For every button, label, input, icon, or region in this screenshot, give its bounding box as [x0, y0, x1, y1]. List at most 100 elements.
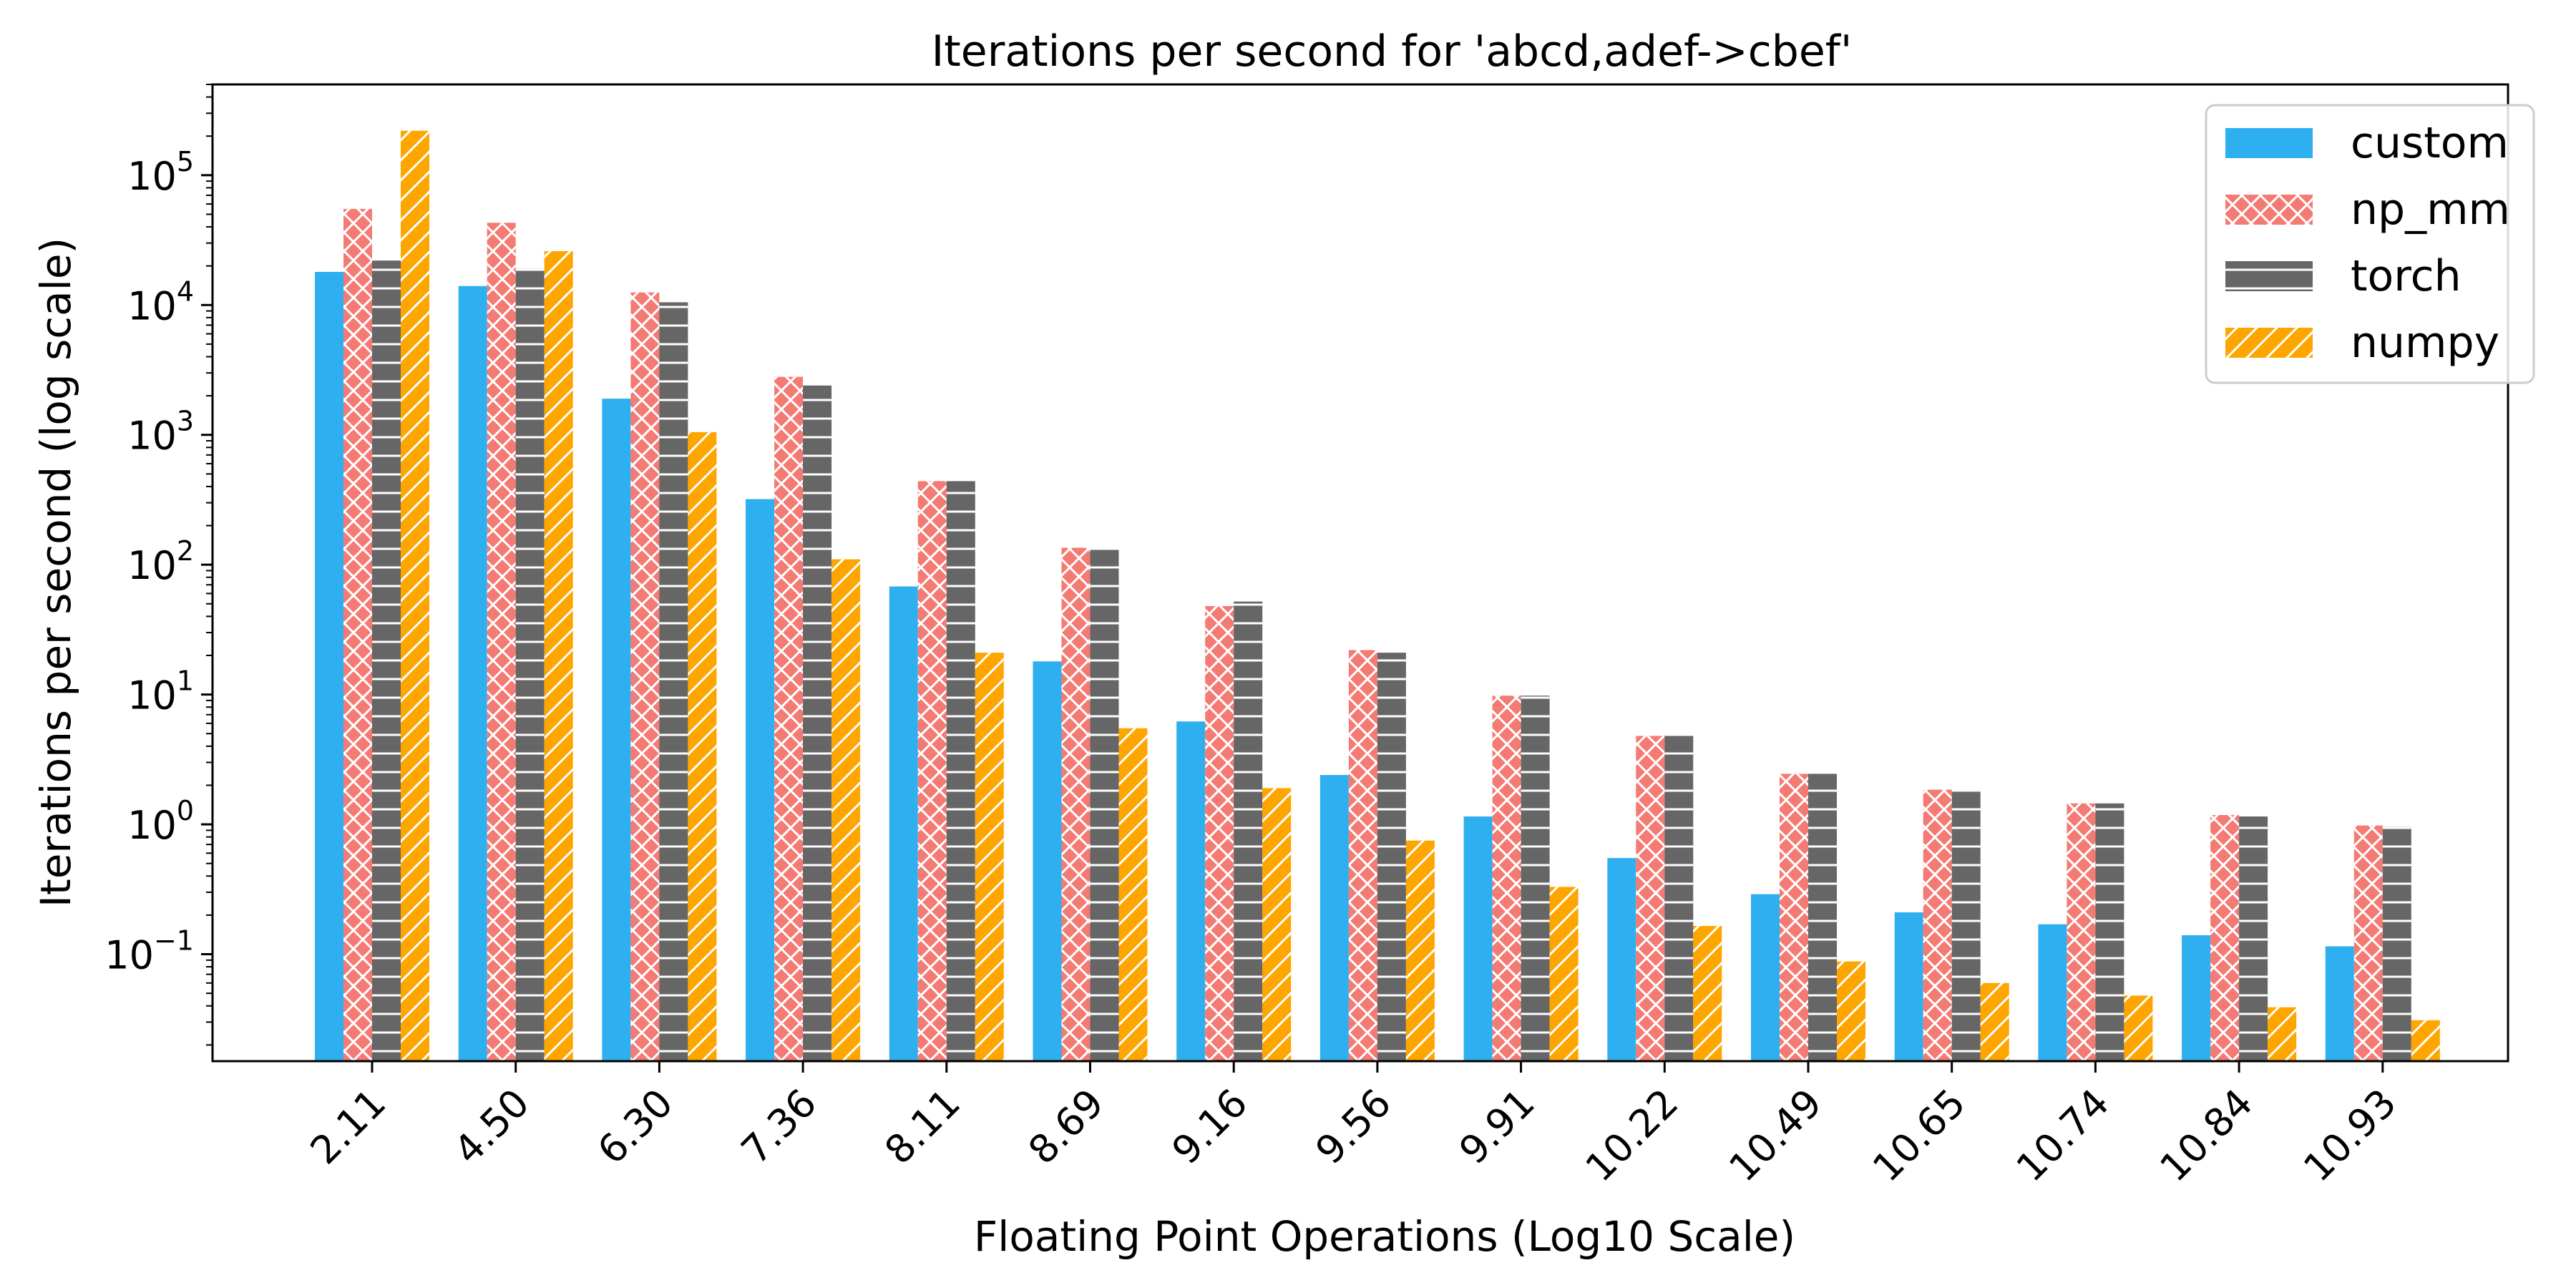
bar-hatch-np_mm-8.69 — [1061, 547, 1091, 1061]
bar-hatch-torch-4.50 — [515, 268, 545, 1061]
bar-hatch-numpy-9.16 — [1262, 788, 1292, 1061]
bar-custom-10.84 — [2182, 935, 2211, 1061]
legend-label: np_mm — [2351, 185, 2510, 235]
chart-title: Iterations per second for 'abcd,adef->cb… — [932, 26, 1853, 77]
x-tick-label: 10.93 — [2295, 1080, 2405, 1191]
y-tick-label: 103 — [127, 406, 194, 459]
x-tick-label: 8.11 — [876, 1080, 969, 1174]
legend-label: custom — [2351, 118, 2509, 168]
x-tick-label: 10.74 — [2008, 1080, 2118, 1191]
y-tick-label: 104 — [127, 275, 194, 328]
bar-hatch-np_mm-10.84 — [2210, 815, 2240, 1061]
bar-hatch-numpy-10.93 — [2411, 1020, 2440, 1061]
bar-hatch-np_mm-10.74 — [2067, 803, 2096, 1061]
bar-custom-10.74 — [2038, 924, 2067, 1061]
legend-swatch-hatch — [2225, 195, 2313, 225]
bar-hatch-torch-7.36 — [803, 385, 832, 1061]
y-tick-label: 105 — [127, 146, 194, 199]
bar-custom-4.50 — [458, 286, 487, 1061]
bar-custom-10.22 — [1607, 858, 1636, 1061]
bar-hatch-torch-9.16 — [1234, 601, 1263, 1061]
bar-custom-7.36 — [746, 499, 775, 1061]
y-tick-label: 101 — [127, 665, 194, 718]
bar-hatch-numpy-6.30 — [688, 431, 717, 1061]
bar-hatch-np_mm-9.91 — [1492, 696, 1521, 1061]
bar-hatch-torch-10.93 — [2382, 826, 2411, 1061]
bar-custom-9.91 — [1463, 816, 1493, 1061]
x-axis-ticks: 2.11 4.50 6.30 7.36 8.11 8.69 9.16 9.56 9.91 10.2… — [302, 1061, 2405, 1191]
legend-label: torch — [2351, 251, 2462, 301]
bar-hatch-torch-10.49 — [1808, 774, 1837, 1061]
y-tick-label: 10−1 — [104, 925, 194, 978]
bar-hatch-torch-10.84 — [2239, 816, 2268, 1061]
bar-custom-8.69 — [1033, 661, 1062, 1061]
x-tick-label: 10.49 — [1720, 1080, 1830, 1191]
bar-hatch-np_mm-4.50 — [487, 223, 516, 1061]
bar-hatch-numpy-8.11 — [975, 653, 1004, 1061]
bars-layer — [315, 130, 2440, 1062]
bar-hatch-numpy-10.22 — [1693, 926, 1722, 1061]
x-tick-label: 8.69 — [1020, 1080, 1113, 1174]
bar-hatch-numpy-10.84 — [2268, 1007, 2297, 1061]
plot-area-frame — [211, 83, 2509, 1063]
bar-hatch-np_mm-2.11 — [343, 208, 372, 1062]
bar-hatch-numpy-9.91 — [1549, 887, 1579, 1061]
bar-hatch-numpy-2.11 — [401, 130, 429, 1062]
bar-hatch-torch-10.65 — [1951, 791, 1981, 1061]
bar-hatch-numpy-8.69 — [1118, 728, 1148, 1061]
x-tick-label: 10.65 — [1864, 1080, 1974, 1191]
series-torch — [372, 260, 2411, 1061]
bar-hatch-np_mm-6.30 — [630, 292, 660, 1061]
bar-hatch-torch-10.74 — [2095, 803, 2124, 1061]
bar-hatch-np_mm-10.22 — [1636, 736, 1665, 1061]
legend-item-torch: torch — [2225, 251, 2462, 301]
x-tick-label: 10.22 — [1577, 1080, 1687, 1191]
bar-hatch-numpy-9.56 — [1405, 840, 1435, 1061]
bar-hatch-torch-8.11 — [946, 481, 975, 1061]
series-custom — [315, 271, 2354, 1061]
bar-hatch-numpy-7.36 — [831, 559, 861, 1061]
bar-hatch-np_mm-8.11 — [917, 481, 947, 1061]
bar-hatch-torch-9.91 — [1521, 696, 1550, 1061]
bar-custom-8.11 — [889, 586, 918, 1061]
legend-swatch — [2225, 128, 2313, 158]
x-tick-label: 6.30 — [589, 1080, 682, 1174]
bar-hatch-np_mm-10.93 — [2353, 825, 2383, 1061]
series-np_mm — [343, 208, 2383, 1062]
bar-custom-10.49 — [1751, 894, 1780, 1061]
x-tick-label: 10.84 — [2151, 1080, 2261, 1191]
legend-swatch-hatch — [2225, 261, 2313, 291]
bar-custom-9.56 — [1319, 775, 1349, 1061]
bar-hatch-np_mm-10.49 — [1780, 774, 1808, 1061]
bar-hatch-np_mm-9.56 — [1348, 650, 1377, 1061]
x-tick-label: 9.91 — [1450, 1080, 1543, 1174]
x-tick-label: 9.56 — [1307, 1080, 1400, 1174]
legend-box — [2205, 104, 2535, 384]
legend-item-custom: custom — [2225, 118, 2509, 168]
legend-item-np_mm: np_mm — [2225, 185, 2510, 235]
bar-hatch-torch-9.56 — [1377, 653, 1406, 1061]
y-tick-label: 102 — [127, 535, 194, 588]
x-tick-label: 2.11 — [302, 1080, 395, 1174]
x-tick-label: 4.50 — [445, 1080, 538, 1174]
x-axis-label: Floating Point Operations (Log10 Scale) — [974, 1212, 1795, 1261]
y-tick-label: 100 — [127, 795, 194, 848]
x-tick-label: 7.36 — [733, 1080, 826, 1174]
legend-item-numpy: numpy — [2225, 318, 2499, 368]
y-axis-label: Iterations per second (log scale) — [31, 238, 80, 907]
bar-hatch-np_mm-10.65 — [1923, 789, 1952, 1061]
bar-custom-9.16 — [1176, 721, 1206, 1061]
y-axis-ticks: 10−1 100 101 102 103 104 105 — [104, 84, 213, 1046]
legend-label: numpy — [2351, 318, 2499, 368]
bar-custom-10.65 — [1894, 912, 1923, 1061]
bar-hatch-numpy-10.74 — [2124, 995, 2153, 1061]
series-numpy — [401, 130, 2440, 1062]
bar-hatch-np_mm-7.36 — [774, 376, 804, 1061]
bar-hatch-numpy-10.65 — [1980, 982, 2009, 1061]
bar-hatch-torch-10.22 — [1664, 736, 1694, 1061]
bar-custom-2.11 — [315, 271, 343, 1061]
bar-custom-10.93 — [2325, 946, 2354, 1061]
